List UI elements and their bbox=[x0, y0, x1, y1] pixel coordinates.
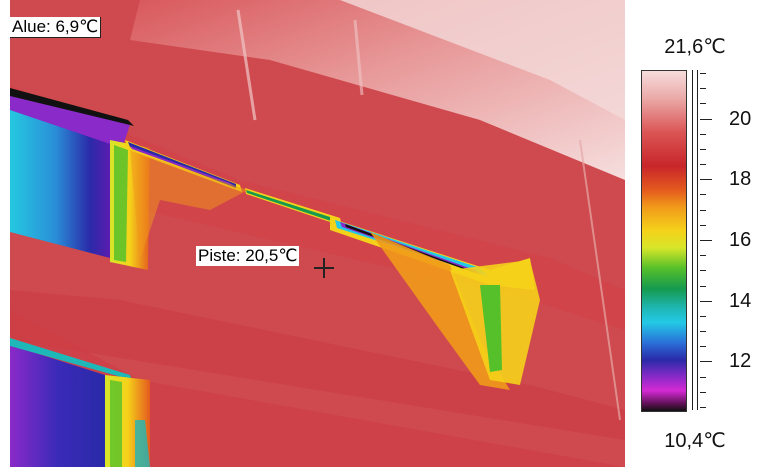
area-measurement-label: Alue: 6,9℃ bbox=[10, 17, 102, 38]
scale-tick bbox=[700, 148, 706, 150]
scale-tick bbox=[700, 331, 706, 333]
scale-tick bbox=[700, 361, 712, 363]
scale-tick bbox=[700, 255, 706, 257]
scale-tick-label: 12 bbox=[729, 350, 752, 373]
scale-tick bbox=[700, 224, 706, 226]
scale-tick bbox=[700, 179, 712, 181]
scale-min-label: 10,4℃ bbox=[664, 430, 726, 452]
scale-tick-label: 18 bbox=[729, 168, 752, 191]
scale-tick bbox=[700, 346, 706, 348]
scale-tick-label: 14 bbox=[729, 289, 752, 312]
scale-tick bbox=[700, 118, 712, 120]
scale-axis-line-inner bbox=[697, 70, 698, 410]
scale-tick bbox=[700, 73, 706, 75]
spot-measurement-label: Piste: 20,5℃ bbox=[196, 246, 300, 266]
scale-ticks bbox=[700, 70, 712, 410]
scale-max-label: 21,6℃ bbox=[664, 36, 726, 58]
scale-tick-label: 20 bbox=[729, 107, 752, 130]
scale-tick bbox=[700, 391, 706, 393]
scale-tick-label: 16 bbox=[729, 229, 752, 251]
scale-tick bbox=[700, 240, 712, 241]
scale-tick bbox=[700, 209, 706, 211]
scale-tick bbox=[700, 194, 706, 196]
scale-tick bbox=[700, 406, 706, 408]
scale-tick bbox=[700, 376, 706, 378]
scale-axis-line bbox=[692, 70, 693, 410]
thermal-scene bbox=[10, 0, 625, 467]
scale-tick bbox=[700, 300, 712, 302]
thermal-image bbox=[10, 0, 625, 467]
temperature-colorbar bbox=[641, 70, 687, 412]
scale-tick bbox=[700, 133, 706, 135]
scale-tick bbox=[700, 164, 706, 166]
scale-tick bbox=[700, 285, 706, 287]
scale-tick bbox=[700, 315, 706, 317]
spot-crosshair-icon bbox=[314, 258, 334, 278]
scale-tick bbox=[700, 270, 706, 272]
scale-tick bbox=[700, 103, 706, 105]
scale-tick bbox=[700, 88, 706, 90]
